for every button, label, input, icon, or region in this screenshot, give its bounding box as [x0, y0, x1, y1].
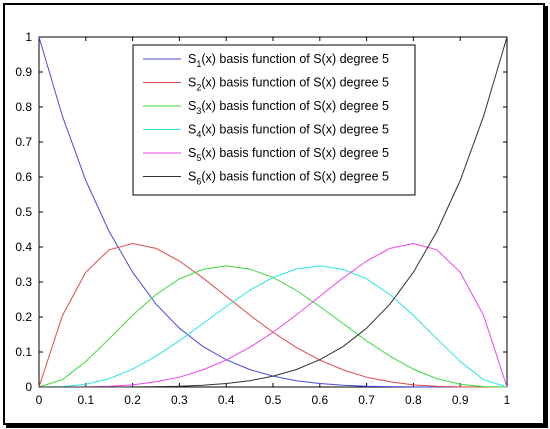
legend-label-s3: S3(x) basis function of S(x) degree 5	[188, 99, 389, 116]
y-tick-label: 0.9	[15, 65, 32, 79]
x-tick-label: 0.4	[218, 393, 235, 407]
legend-label-subscript: 1	[196, 59, 201, 69]
y-tick-label: 0.1	[15, 345, 32, 359]
legend-label-subscript: 5	[196, 153, 201, 163]
legend-label-rest: (x) basis function of S(x) degree 5	[201, 76, 389, 90]
y-tick-label: 0.2	[15, 310, 32, 324]
legend: S1(x) basis function of S(x) degree 5S2(…	[132, 44, 416, 196]
x-tick-label: 0.5	[265, 393, 282, 407]
x-tick-label: 1	[504, 393, 511, 407]
legend-label-rest: (x) basis function of S(x) degree 5	[201, 52, 389, 66]
legend-label-s2: S2(x) basis function of S(x) degree 5	[188, 76, 389, 93]
legend-label-subscript: 6	[196, 177, 201, 187]
x-tick-label: 0.7	[358, 393, 375, 407]
x-tick-label: 0	[36, 393, 43, 407]
y-tick-label: 0.8	[15, 100, 32, 114]
legend-label-rest: (x) basis function of S(x) degree 5	[201, 170, 389, 184]
y-tick-label: 0.5	[15, 205, 32, 219]
x-tick-label: 0.8	[405, 393, 422, 407]
axis-ticks: 0 0.1 0.2 0.3 0.4 0.5 0.6 0.7 0.8 0.9 1 0 0.1 0.2 0.3 0…	[15, 30, 510, 407]
y-tick-label: 0.3	[15, 275, 32, 289]
legend-label-s1: S1(x) basis function of S(x) degree 5	[188, 52, 389, 69]
legend-label-subscript: 3	[196, 106, 201, 116]
legend-label-main: S	[188, 99, 196, 113]
series-lines	[38, 36, 508, 388]
y-tick-label: 1	[25, 30, 32, 44]
legend-label-main: S	[188, 76, 196, 90]
y-tick-label: 0.6	[15, 170, 32, 184]
chart-svg: 0 0.1 0.2 0.3 0.4 0.5 0.6 0.7 0.8 0.9 1 0 0.1 0.2 0.3 0…	[15, 30, 510, 407]
y-tick-label: 0.7	[15, 135, 32, 149]
legend-label-s6: S6(x) basis function of S(x) degree 5	[188, 170, 389, 187]
legend-label-s4: S4(x) basis function of S(x) degree 5	[188, 123, 389, 140]
legend-label-main: S	[188, 170, 196, 184]
x-tick-label: 0.6	[311, 393, 328, 407]
series-line-s5	[39, 242, 508, 388]
legend-label-subscript: 2	[196, 83, 201, 93]
legend-label-rest: (x) basis function of S(x) degree 5	[201, 146, 389, 160]
legend-label-rest: (x) basis function of S(x) degree 5	[201, 99, 389, 113]
legend-label-s5: S5(x) basis function of S(x) degree 5	[188, 146, 389, 163]
legend-box	[132, 44, 416, 196]
x-tick-label: 0.2	[124, 393, 141, 407]
x-tick-label: 0.9	[452, 393, 469, 407]
legend-label-subscript: 4	[196, 130, 201, 140]
x-tick-label: 0.1	[77, 393, 94, 407]
series-line-s6	[39, 36, 508, 388]
figure-frame: 0 0.1 0.2 0.3 0.4 0.5 0.6 0.7 0.8 0.9 1 0 0.1 0.2 0.3 0…	[3, 3, 545, 425]
legend-label-main: S	[188, 52, 196, 66]
legend-label-main: S	[188, 146, 196, 160]
series-line-s4	[38, 265, 508, 388]
y-tick-label: 0.4	[15, 240, 32, 254]
legend-label-main: S	[188, 123, 196, 137]
x-tick-label: 0.3	[171, 393, 188, 407]
legend-label-rest: (x) basis function of S(x) degree 5	[201, 123, 389, 137]
y-tick-label: 0	[25, 380, 32, 394]
